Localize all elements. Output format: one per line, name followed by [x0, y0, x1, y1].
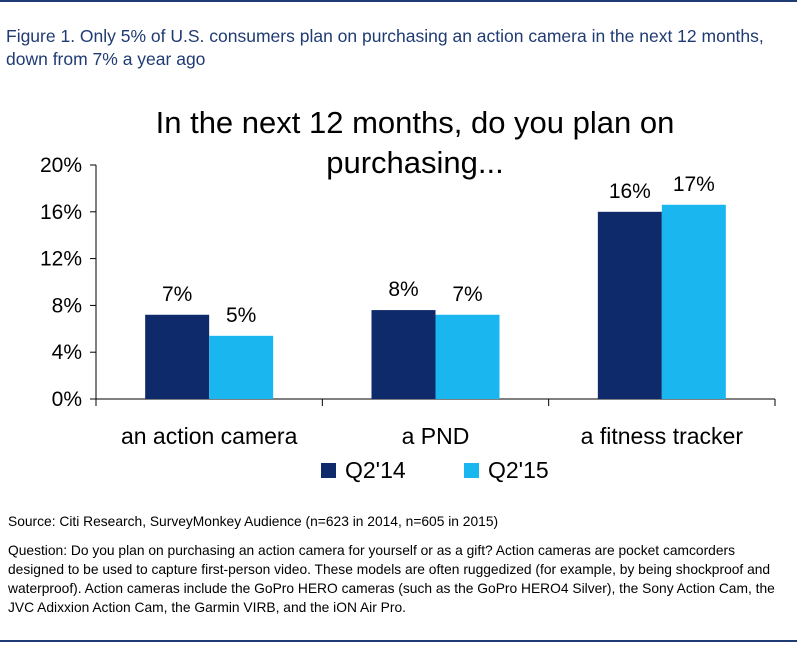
y-tick-label: 20% — [40, 154, 82, 177]
y-tick-label: 0% — [52, 388, 82, 411]
data-label: 16% — [609, 180, 651, 203]
legend-label: Q2'15 — [488, 457, 549, 483]
bar-q2-14 — [145, 314, 210, 399]
top-rule — [0, 0, 797, 2]
data-label: 5% — [226, 304, 256, 327]
bar-q2-14 — [371, 310, 436, 399]
legend-swatch — [321, 463, 336, 478]
bottom-rule — [0, 640, 797, 642]
y-tick-label: 12% — [40, 248, 82, 271]
data-label: 7% — [452, 283, 482, 306]
bar-q2-15 — [209, 335, 274, 399]
data-label: 17% — [673, 173, 715, 196]
figure-caption: Figure 1. Only 5% of U.S. consumers plan… — [6, 26, 764, 69]
x-category-label: an action camera — [121, 423, 298, 449]
x-category-label: a PND — [402, 423, 470, 449]
question-note: Question: Do you plan on purchasing an a… — [8, 543, 775, 615]
bar-q2-15 — [661, 204, 726, 399]
y-tick-label: 8% — [52, 294, 82, 317]
data-label: 7% — [162, 283, 192, 306]
legend-swatch — [464, 463, 479, 478]
x-category-label: a fitness tracker — [581, 423, 744, 449]
chart-title-line: In the next 12 months, do you plan on — [156, 105, 675, 140]
source-note: Source: Citi Research, SurveyMonkey Audi… — [8, 514, 499, 529]
legend-label: Q2'14 — [345, 457, 406, 483]
bar-q2-14 — [597, 211, 662, 399]
chart-title-line: purchasing... — [326, 145, 504, 180]
bar-chart: In the next 12 months, do you plan on pur… — [40, 105, 776, 483]
y-tick-label: 16% — [40, 201, 82, 224]
bar-q2-15 — [435, 314, 500, 399]
data-label: 8% — [388, 278, 418, 301]
y-tick-label: 4% — [52, 341, 82, 364]
